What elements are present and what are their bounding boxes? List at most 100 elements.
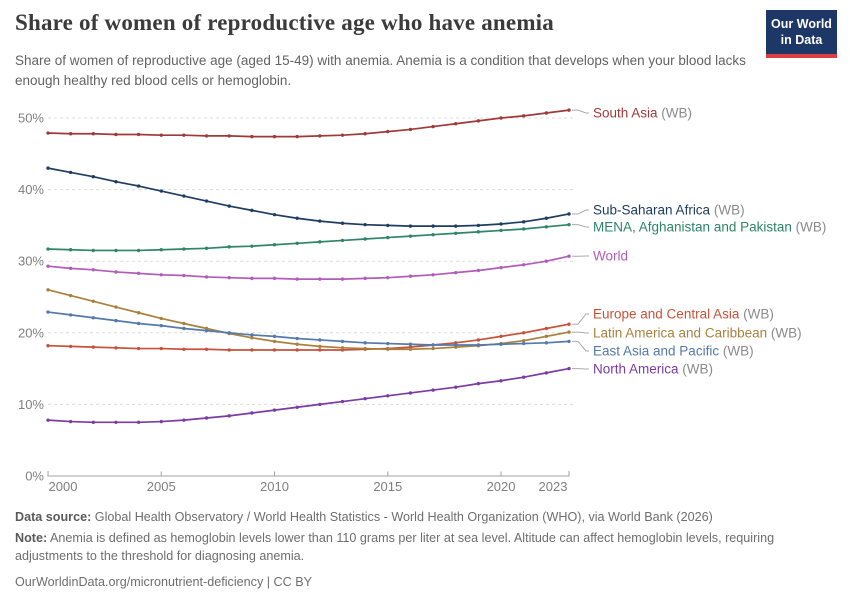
data-point — [114, 318, 118, 323]
data-point — [454, 224, 458, 228]
data-point — [159, 133, 163, 137]
x-tick-label: 2020 — [487, 479, 516, 494]
data-point — [408, 234, 413, 238]
data-point — [272, 243, 277, 247]
data-point — [227, 245, 231, 249]
data-point — [46, 264, 50, 268]
data-point — [386, 394, 390, 398]
data-point — [46, 418, 50, 422]
data-point — [567, 322, 571, 326]
chart-footer: Data source: Global Health Observatory /… — [15, 508, 833, 594]
data-point — [68, 313, 73, 317]
data-point — [386, 341, 390, 346]
y-tick-label: 40% — [18, 182, 44, 197]
series-latin-america-and-caribbean: Latin America and Caribbean (WB) — [46, 288, 802, 351]
data-point — [476, 268, 481, 273]
data-point — [476, 223, 481, 228]
data-point — [408, 347, 413, 351]
data-point — [159, 316, 163, 321]
license-line[interactable]: OurWorldinData.org/micronutrient-deficie… — [15, 574, 312, 589]
data-point — [182, 347, 186, 351]
data-point — [227, 275, 231, 280]
line-chart: 0% 10% 20% 30% 40% 50% 2000 2005 2010 2015 2020 202… — [18, 106, 826, 495]
series-line-north-america — [47, 367, 570, 424]
data-point — [454, 122, 458, 126]
legend-label-north-america[interactable]: North America (WB) — [593, 362, 713, 377]
datasource-label: Data source: — [15, 510, 92, 524]
y-tick-label: 10% — [18, 397, 44, 412]
data-point — [499, 116, 503, 120]
x-tick-label: 2015 — [373, 479, 402, 494]
data-point — [114, 132, 118, 137]
legend-label-europe-and-central-asia[interactable]: Europe and Central Asia (WB) — [593, 307, 774, 322]
legend-label-latin-america-and-caribbean[interactable]: Latin America and Caribbean (WB) — [593, 326, 802, 341]
data-point — [250, 276, 254, 281]
data-point — [386, 129, 390, 134]
data-point — [386, 275, 390, 280]
data-point — [91, 316, 96, 320]
data-point — [250, 208, 254, 213]
series-line-latin-america-and-caribbean — [47, 288, 570, 351]
data-point — [454, 270, 458, 275]
data-point — [318, 402, 322, 407]
owid-logo-line1: Our World — [771, 17, 832, 31]
data-point — [250, 333, 254, 337]
x-tick-label: 2010 — [260, 479, 289, 494]
legend-label-east-asia-and-pacific[interactable]: East Asia and Pacific (WB) — [593, 344, 754, 359]
data-point — [182, 133, 186, 137]
data-point — [272, 276, 277, 281]
data-point — [159, 346, 163, 351]
data-point — [431, 233, 435, 237]
data-point — [159, 273, 163, 277]
data-point — [340, 399, 345, 404]
legend-label-south-asia[interactable]: South Asia (WB) — [593, 106, 692, 121]
data-point — [567, 330, 571, 334]
data-point — [318, 344, 322, 349]
data-point — [250, 134, 254, 139]
page-title: Share of women of reproductive age who h… — [15, 10, 554, 35]
legend-label-mena-afghanistan-and-pakistan[interactable]: MENA, Afghanistan and Pakistan (WB) — [593, 220, 826, 235]
data-point — [476, 338, 481, 342]
data-point — [68, 266, 73, 271]
x-tick-label: 2005 — [147, 479, 176, 494]
data-point — [340, 238, 345, 243]
data-point — [68, 419, 73, 424]
gridlines: 0% 10% 20% 30% 40% 50% — [18, 111, 575, 484]
data-point — [318, 348, 322, 352]
data-point — [159, 189, 163, 193]
data-point — [91, 299, 96, 303]
data-point — [363, 396, 367, 401]
data-point — [567, 108, 571, 112]
data-point — [431, 273, 435, 277]
y-tick-label: 20% — [18, 325, 44, 340]
data-point — [46, 343, 50, 348]
data-point — [250, 336, 254, 340]
datasource-text[interactable]: Global Health Observatory / World Health… — [94, 510, 713, 524]
data-point — [521, 263, 526, 267]
data-point — [204, 328, 209, 333]
data-point — [431, 346, 435, 351]
data-point — [340, 277, 345, 281]
note-label: Note: — [15, 530, 48, 545]
data-point — [136, 248, 141, 253]
data-point — [227, 204, 231, 208]
data-point — [363, 346, 367, 351]
data-point — [454, 231, 458, 235]
data-point — [182, 273, 186, 278]
series-sub-saharan-africa: Sub-Saharan Africa (WB) — [46, 166, 745, 228]
data-point — [476, 381, 481, 386]
data-point — [431, 388, 435, 392]
data-point — [68, 132, 73, 136]
data-point — [204, 416, 209, 420]
legend-label-sub-saharan-africa[interactable]: Sub-Saharan Africa (WB) — [593, 203, 745, 218]
data-point — [499, 379, 503, 383]
legend-label-world[interactable]: World — [593, 249, 628, 264]
data-point — [272, 334, 277, 339]
owid-logo[interactable]: Our World in Data — [766, 10, 837, 58]
data-point — [567, 212, 571, 216]
data-point — [454, 343, 458, 347]
data-point — [182, 418, 186, 422]
legend-connector — [572, 109, 589, 114]
y-tick-label: 0% — [25, 469, 44, 484]
data-point — [136, 132, 141, 137]
